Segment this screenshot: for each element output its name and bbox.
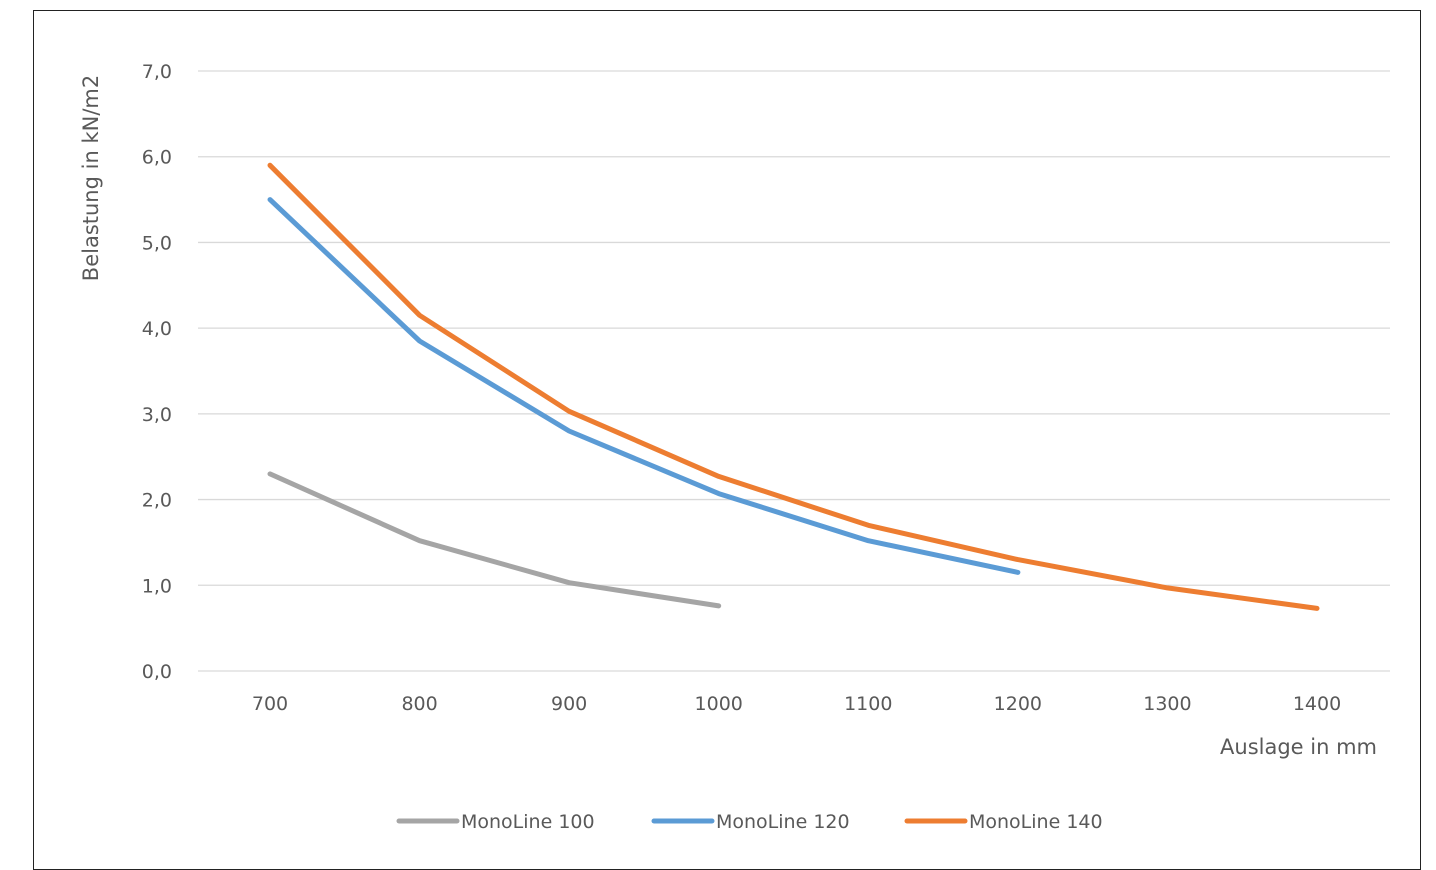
series-lines [267,162,1320,611]
y-tick-label: 6,0 [142,147,172,169]
x-tick-label: 900 [551,693,587,715]
y-axis-title: Belastung in kN/m2 [79,75,103,281]
chart-frame: 0,0 1,0 2,0 3,0 4,0 5,0 6,0 7,0 700 800 900 1000 11… [33,10,1421,870]
y-tick-label: 1,0 [142,575,172,597]
x-tick-label: 1000 [695,693,743,715]
series-line-1 [267,471,722,609]
gridlines [198,70,1390,672]
x-tick-label: 1300 [1143,693,1191,715]
series-line-3 [267,162,1320,611]
y-axis-tick-labels: 0,0 1,0 2,0 3,0 4,0 5,0 6,0 7,0 [142,61,172,683]
y-tick-label: 4,0 [142,318,172,340]
legend-label-2: MonoLine 120 [716,811,850,833]
line-chart: 0,0 1,0 2,0 3,0 4,0 5,0 6,0 7,0 700 800 900 1000 11… [79,61,1390,833]
x-tick-label: 1400 [1293,693,1341,715]
y-tick-label: 7,0 [142,61,172,83]
y-tick-label: 5,0 [142,232,172,254]
x-tick-label: 1200 [994,693,1042,715]
y-tick-label: 0,0 [142,661,172,683]
x-tick-label: 800 [401,693,437,715]
x-tick-label: 1100 [844,693,892,715]
y-tick-label: 2,0 [142,490,172,512]
legend-label-3: MonoLine 140 [969,811,1103,833]
x-tick-label: 700 [252,693,288,715]
x-axis-title: Auslage in mm [1220,735,1377,759]
y-tick-label: 3,0 [142,404,172,426]
legend-label-1: MonoLine 100 [461,811,595,833]
legend: MonoLine 100 MonoLine 120 MonoLine 140 [396,811,1103,833]
series-line-2 [267,197,1021,575]
x-axis-tick-labels: 700 800 900 1000 1100 1200 1300 1400 [252,693,1341,715]
